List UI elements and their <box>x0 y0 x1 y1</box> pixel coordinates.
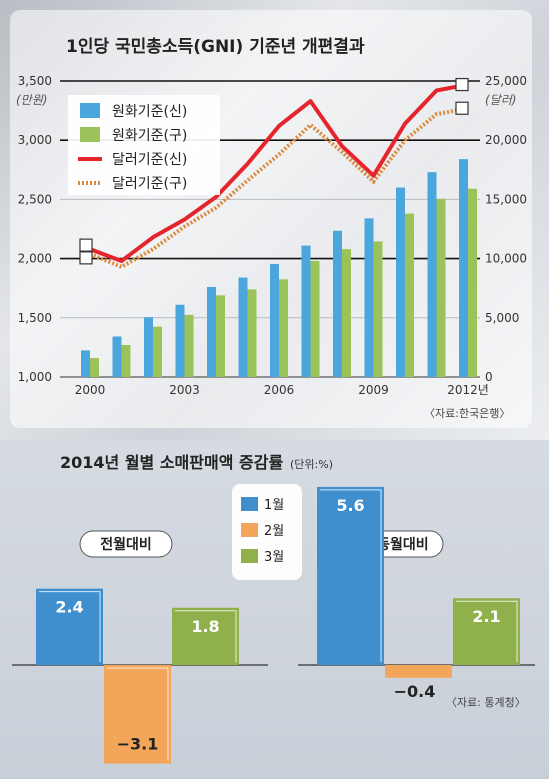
x-tick-label: 2009 <box>358 383 389 397</box>
retail-chart-title: 2014년 월별 소매판매액 증감률 <box>60 453 283 472</box>
bar-feb-mom <box>104 665 171 764</box>
left-unit-label: (만원) <box>16 93 47 107</box>
bar-krw-old <box>247 289 257 377</box>
bar-krw-old <box>436 198 446 377</box>
y-right-tick-label: 25,000 <box>485 74 527 88</box>
bar-krw-new <box>396 187 405 377</box>
y-left-tick-label: 1,500 <box>18 311 52 325</box>
bar-krw-old <box>279 279 288 377</box>
y-left-tick-label: 2,000 <box>18 252 52 266</box>
bar-krw-old <box>184 314 194 377</box>
line-endpoint-marker <box>79 251 93 265</box>
bar-feb-yoy <box>385 665 452 678</box>
bar-krw-new <box>112 336 122 377</box>
line-usd-new <box>89 82 469 263</box>
bar-mar-mom <box>172 607 239 665</box>
line-endpoint-marker <box>79 238 93 252</box>
bar-krw-new <box>459 159 468 377</box>
line-usd-old <box>89 106 469 270</box>
bar-highlight <box>456 600 518 662</box>
legend-label-usd-new: 달러기준(신) <box>112 152 187 168</box>
bar-krw-old <box>468 188 477 377</box>
legend-label-mar: 3월 <box>264 550 284 565</box>
legend-swatch-krw-old <box>80 127 100 142</box>
bar-krw-new <box>207 287 216 377</box>
legend-swatch-jan <box>241 497 258 511</box>
y-left-tick-label: 1,000 <box>18 370 52 384</box>
bar-value-label: −3.1 <box>117 735 159 754</box>
bar-krw-new <box>427 172 437 377</box>
y-right-tick-label: 20,000 <box>485 133 527 147</box>
bar-krw-new <box>144 317 153 377</box>
bar-jan-yoy <box>317 486 384 665</box>
bar-value-label: 1.8 <box>191 617 219 636</box>
bar-krw-new <box>238 277 248 377</box>
bar-value-label: 2.4 <box>55 598 83 617</box>
x-tick-label: 2006 <box>264 383 295 397</box>
y-left-tick-label: 2,500 <box>18 192 52 206</box>
bar-krw-new <box>81 350 90 377</box>
legend-label-jan: 1월 <box>264 498 284 513</box>
gni-legend: 원화기준(신) 원화기준(구) 달러기준(신) 달러기준(구) <box>68 95 220 195</box>
bar-highlight <box>107 667 169 761</box>
bar-value-label: 5.6 <box>336 496 364 515</box>
y-left-tick-label: 3,000 <box>18 133 52 147</box>
line-endpoint-marker <box>455 101 469 115</box>
legend-swatch-krw-new <box>80 103 100 118</box>
retail-legend: 1월 2월 3월 <box>232 484 302 580</box>
y-right-tick-label: 15,000 <box>485 192 527 206</box>
bar-krw-new <box>301 245 311 377</box>
bar-krw-old <box>153 326 162 377</box>
bar-value-label: 2.1 <box>472 607 500 626</box>
y-right-tick-label: 10,000 <box>485 252 527 266</box>
y-right-tick-label: 5,000 <box>485 311 519 325</box>
gni-source: 〈자료:한국은행〉 <box>424 407 510 420</box>
bar-highlight <box>320 489 382 662</box>
bar-jan-mom <box>36 588 103 665</box>
bar-krw-new <box>364 218 374 377</box>
bar-krw-old <box>373 241 383 377</box>
legend-label-krw-old: 원화기준(구) <box>112 128 187 144</box>
legend-label-krw-new: 원화기준(신) <box>112 104 187 120</box>
bar-krw-old <box>405 213 414 377</box>
bar-highlight <box>39 591 101 662</box>
bar-krw-old <box>310 260 320 377</box>
right-unit-label: (달러) <box>485 93 516 107</box>
x-tick-label: 2003 <box>169 383 200 397</box>
bar-krw-old <box>90 358 99 377</box>
retail-unit-label: (단위:%) <box>290 458 333 471</box>
bar-krw-new <box>175 304 185 377</box>
group-label-mom: 전월대비 <box>100 536 152 553</box>
bar-krw-old <box>216 295 225 377</box>
line-endpoint-marker <box>455 77 469 92</box>
retail-source: 〈자료: 통계청〉 <box>446 696 526 709</box>
legend-swatch-feb <box>241 523 258 537</box>
x-tick-label: 2000 <box>75 383 106 397</box>
legend-swatch-mar <box>241 549 258 563</box>
bar-value-label: −0.4 <box>394 682 436 701</box>
gni-chart-title: 1인당 국민총소득(GNI) 기준년 개편결과 <box>66 37 365 57</box>
bar-krw-old <box>121 345 131 377</box>
bar-krw-new <box>333 230 342 377</box>
bar-mar-yoy <box>453 598 520 665</box>
bar-krw-old <box>342 249 351 377</box>
bar-krw-new <box>270 263 279 377</box>
y-right-tick-label: 0 <box>485 370 493 384</box>
legend-label-feb: 2월 <box>264 524 284 539</box>
bar-highlight <box>175 610 237 662</box>
x-tick-label: 2012년 <box>447 383 489 397</box>
y-left-tick-label: 3,500 <box>18 74 52 88</box>
group-label-box-mom: 전월대비 <box>79 530 173 558</box>
legend-label-usd-old: 달러기준(구) <box>112 176 187 192</box>
